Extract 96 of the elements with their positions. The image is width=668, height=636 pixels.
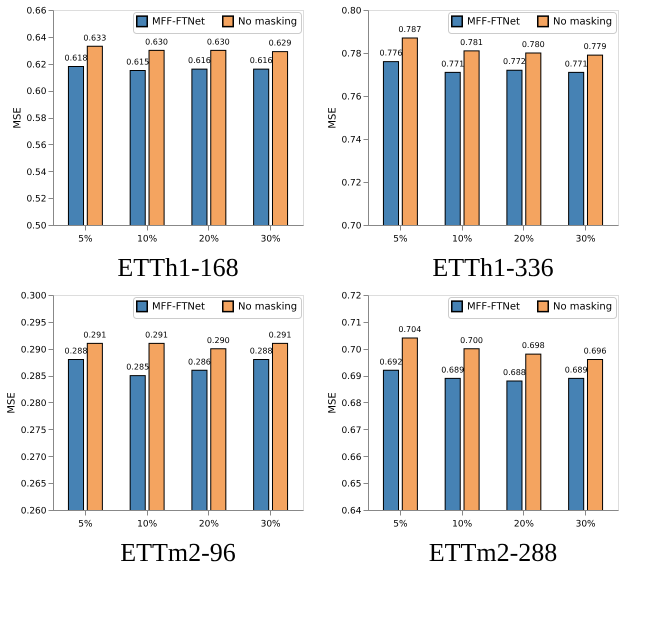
y-axis-title: MSE <box>12 107 24 129</box>
y-tick-label: 0.66 <box>341 452 362 463</box>
legend-label: MFF-FTNet <box>467 301 520 312</box>
y-tick-label: 0.275 <box>20 426 46 436</box>
x-tick-label: 30% <box>576 234 596 244</box>
x-tick-label: 30% <box>576 520 596 530</box>
data-label: 0.615 <box>126 57 150 66</box>
legend-label: No masking <box>238 301 298 312</box>
y-tick-label: 0.69 <box>341 372 362 382</box>
y-tick-label: 0.72 <box>341 178 362 188</box>
data-label: 0.787 <box>398 24 422 34</box>
y-tick-label: 0.72 <box>341 292 362 302</box>
y-tick-label: 0.260 <box>20 506 47 516</box>
data-label: 0.630 <box>145 37 168 46</box>
data-label: 0.688 <box>502 368 526 377</box>
y-tick-label: 0.295 <box>20 318 46 328</box>
data-label: 0.696 <box>584 346 606 356</box>
data-label: 0.616 <box>188 56 211 66</box>
x-tick-label: 20% <box>514 520 534 530</box>
text: ETTm2-96 <box>120 538 236 567</box>
x-tick-label: 20% <box>198 234 220 244</box>
data-label: 0.630 <box>206 37 230 46</box>
data-label: 0.291 <box>145 330 168 340</box>
data-label: 0.779 <box>584 42 606 52</box>
data-label: 0.772 <box>502 57 526 66</box>
y-tick-label: 0.70 <box>341 345 362 356</box>
y-tick-label: 0.70 <box>341 222 362 232</box>
data-label: 0.633 <box>83 33 106 42</box>
text: ETTh1-168 <box>117 253 239 282</box>
x-tick-label: 10% <box>137 234 158 244</box>
data-label: 0.291 <box>83 330 106 340</box>
text: ETTh1-336 <box>432 253 554 282</box>
data-label: 0.285 <box>126 362 150 372</box>
legend-label: No masking <box>553 301 612 312</box>
data-label: 0.776 <box>380 48 402 58</box>
y-tick-label: 0.78 <box>341 50 362 60</box>
data-label: 0.700 <box>460 336 484 345</box>
y-tick-label: 0.62 <box>26 60 46 70</box>
y-axis-title: MSE <box>327 107 338 129</box>
y-tick-label: 0.270 <box>20 452 47 463</box>
x-tick-label: 10% <box>452 234 473 244</box>
y-axis-title: MSE <box>6 392 18 414</box>
y-tick-label: 0.66 <box>26 6 47 16</box>
data-label: 0.290 <box>206 336 230 345</box>
x-tick-label: 20% <box>514 234 534 244</box>
y-tick-label: 0.280 <box>20 399 47 409</box>
data-label: 0.781 <box>460 38 484 47</box>
y-tick-label: 0.300 <box>20 292 47 302</box>
y-tick-label: 0.285 <box>20 372 46 382</box>
y-tick-label: 0.52 <box>26 194 46 205</box>
x-tick-label: 10% <box>137 520 158 530</box>
y-tick-label: 0.65 <box>341 480 362 490</box>
data-label: 0.780 <box>522 40 545 49</box>
legend-label: No masking <box>238 16 298 28</box>
data-label: 0.771 <box>441 59 464 68</box>
legend-label: MFF-FTNet <box>152 301 206 312</box>
x-tick-label: 10% <box>452 520 473 530</box>
data-label: 0.616 <box>250 56 273 66</box>
y-tick-label: 0.265 <box>20 480 46 490</box>
y-tick-label: 0.67 <box>341 426 362 436</box>
y-tick-label: 0.74 <box>341 136 362 146</box>
data-label: 0.771 <box>564 59 588 68</box>
legend-label: No masking <box>553 16 612 28</box>
legend-label: MFF-FTNet <box>467 16 520 28</box>
x-tick-label: 5% <box>78 234 93 244</box>
text: ETTm2-288 <box>428 538 558 567</box>
y-tick-label: 0.56 <box>26 140 47 151</box>
x-tick-label: 5% <box>393 520 408 530</box>
data-label: 0.689 <box>564 365 588 374</box>
y-tick-label: 0.58 <box>26 114 47 124</box>
x-tick-label: 20% <box>198 520 220 530</box>
x-tick-label: 30% <box>260 234 282 244</box>
x-tick-label: 30% <box>260 520 282 530</box>
data-label: 0.698 <box>522 341 545 350</box>
data-label: 0.288 <box>64 346 88 356</box>
y-tick-label: 0.290 <box>20 345 47 356</box>
data-label: 0.629 <box>268 38 292 48</box>
data-label: 0.704 <box>398 325 422 334</box>
y-tick-label: 0.71 <box>341 318 362 328</box>
data-label: 0.618 <box>64 53 88 62</box>
y-tick-label: 0.54 <box>26 168 47 178</box>
y-tick-label: 0.60 <box>26 87 47 98</box>
y-tick-label: 0.80 <box>341 6 362 16</box>
data-label: 0.288 <box>250 346 273 356</box>
y-axis-title: MSE <box>327 392 338 414</box>
x-tick-label: 5% <box>78 520 93 530</box>
y-tick-label: 0.76 <box>341 92 362 102</box>
x-tick-label: 5% <box>393 234 408 244</box>
y-tick-label: 0.68 <box>341 399 362 409</box>
legend-label: MFF-FTNet <box>152 16 206 28</box>
data-label: 0.291 <box>268 330 292 340</box>
data-label: 0.286 <box>188 357 211 366</box>
data-label: 0.692 <box>380 357 402 366</box>
y-tick-label: 0.64 <box>26 33 47 44</box>
y-tick-label: 0.64 <box>341 506 362 516</box>
y-tick-label: 0.50 <box>26 222 47 232</box>
